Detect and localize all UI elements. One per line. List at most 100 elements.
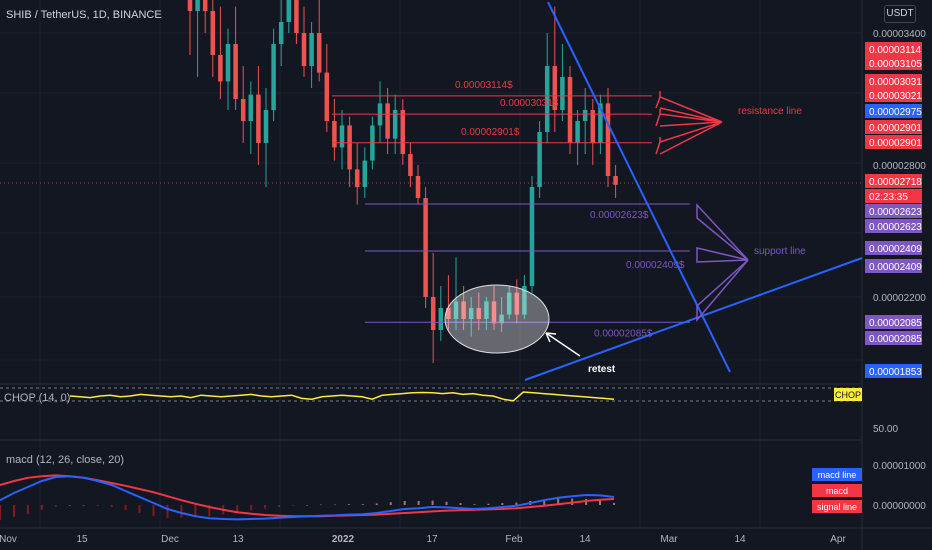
resistance-arrow (655, 109, 723, 127)
price-tag-label: 0.00002085 (869, 334, 922, 345)
macd-histogram-bar (445, 501, 448, 505)
price-tag-label: 0.00002901 (869, 123, 922, 134)
candle-body (544, 66, 550, 132)
price-tag-bg (865, 42, 922, 56)
resistance-annotation: resistance line (738, 106, 802, 117)
macd-histogram-bar (278, 505, 281, 507)
candle-body (514, 292, 520, 315)
macd-histogram-bar (361, 504, 364, 505)
candle-body (347, 125, 352, 170)
macd-histogram-bar (515, 502, 518, 505)
currency-selector[interactable]: USDT (884, 5, 916, 23)
time-axis: Nov 15 Dec 13 2022 17 Feb 14 Mar 14 Apr (0, 534, 846, 545)
candle-body (309, 33, 314, 66)
resistance-arrow (655, 121, 723, 155)
price-tag-label: 0.00002409 (869, 262, 922, 273)
price-tick-label: 0.00003400 (873, 29, 926, 40)
price-tag-bg (865, 189, 922, 203)
candles (187, 0, 618, 363)
candle-body (385, 103, 390, 139)
candle-body (294, 0, 299, 33)
price-tag-bg (865, 120, 922, 134)
macd-histogram-bar (487, 503, 490, 505)
macd-histogram-bar (417, 501, 420, 505)
candle-body (598, 103, 603, 143)
chop-indicator-label[interactable]: CHOP (14, 0) (4, 392, 71, 404)
price-tag-bg (865, 104, 922, 118)
price-tag-label: 02:23:35 (869, 192, 908, 203)
support-level-label: 0.00002409$ (626, 260, 685, 271)
candle-body (263, 110, 269, 143)
macd-histogram-bar (110, 505, 113, 507)
candle-body (316, 33, 322, 73)
candle-body (582, 110, 588, 121)
macd-histogram-bar (459, 503, 462, 505)
candle-body (256, 94, 261, 143)
macd-histogram-bar (431, 500, 434, 505)
macd-histogram-bar (333, 504, 336, 506)
candle-body (613, 176, 618, 185)
macd-histogram-bar (236, 505, 239, 513)
macd-panel: 0.00001000 0.00000000 macd line macd signal … (0, 461, 926, 521)
candle-body (286, 0, 292, 22)
price-tag-label: 0.00002409 (869, 244, 922, 255)
resistance-arrow (655, 91, 723, 123)
chop-series-line (69, 391, 615, 402)
support-arrow (696, 259, 749, 323)
macd-histogram-bar (152, 505, 155, 516)
price-tag-bg (865, 219, 922, 233)
chop-badge-bg (834, 388, 862, 401)
price-tag-bg (865, 315, 922, 329)
candle-body (408, 154, 413, 176)
candle-body (233, 44, 238, 99)
macd-histogram-bar (166, 505, 169, 518)
macd-axis-bottom: 0.00000000 (873, 501, 926, 512)
price-tag-bg (865, 174, 922, 188)
price-tick-label: 0.00002200 (873, 293, 926, 304)
price-tag-label: 0.00002718 (869, 177, 922, 188)
support-arrow (696, 247, 749, 263)
price-axis: 0.00003400 0.00002800 0.00002200 0.00003114… (865, 29, 926, 378)
macd-histogram-bar (124, 505, 127, 511)
candle-body (537, 132, 542, 187)
candle-body (506, 292, 512, 315)
candle-body (529, 187, 535, 286)
macd-histogram-bar (501, 503, 504, 505)
macd-histogram-bar (82, 505, 85, 506)
price-tag-bg (865, 204, 922, 218)
time-tick-label: 2022 (332, 534, 355, 545)
candle-body (552, 66, 558, 110)
price-tag-bg (865, 331, 922, 345)
macd-legend-label: macd line (818, 470, 857, 480)
macd-histogram-bar (599, 500, 602, 505)
candle-body (590, 110, 596, 143)
candle-body (476, 308, 482, 319)
price-tag-label: 0.00003021 (869, 91, 922, 102)
chop-badge: CHOP (835, 390, 861, 400)
candle-body (415, 176, 421, 198)
chart-title: SHIB / TetherUS, 1D, BINANCE (6, 9, 162, 21)
retest-arrow (545, 332, 581, 357)
macd-indicator-label[interactable]: macd (12, 26, close, 20) (6, 454, 125, 466)
time-tick-label: 14 (579, 534, 591, 545)
candle-body (461, 301, 466, 319)
support-annotation: support line (754, 246, 806, 257)
candle-body (187, 0, 193, 11)
support-level-label: 0.00002085$ (594, 328, 653, 339)
macd-line (0, 475, 615, 521)
price-tag-label: 0.00002623 (869, 222, 922, 233)
price-tag-bg (865, 259, 922, 273)
candle-body (400, 110, 406, 154)
macd-histogram-bar (96, 505, 99, 506)
candle-body (324, 72, 330, 121)
time-tick-label: 17 (426, 534, 438, 545)
candle-body (218, 55, 223, 82)
macd-histogram-bar (180, 505, 183, 518)
price-tag-bg (865, 364, 922, 378)
macd-histogram-bar (40, 505, 43, 510)
candle-body (430, 297, 436, 330)
price-tag-label: 0.00003031 (869, 77, 922, 88)
candle-body (332, 121, 337, 148)
retest-ellipse (444, 284, 550, 354)
ascending-trendline (524, 257, 863, 381)
